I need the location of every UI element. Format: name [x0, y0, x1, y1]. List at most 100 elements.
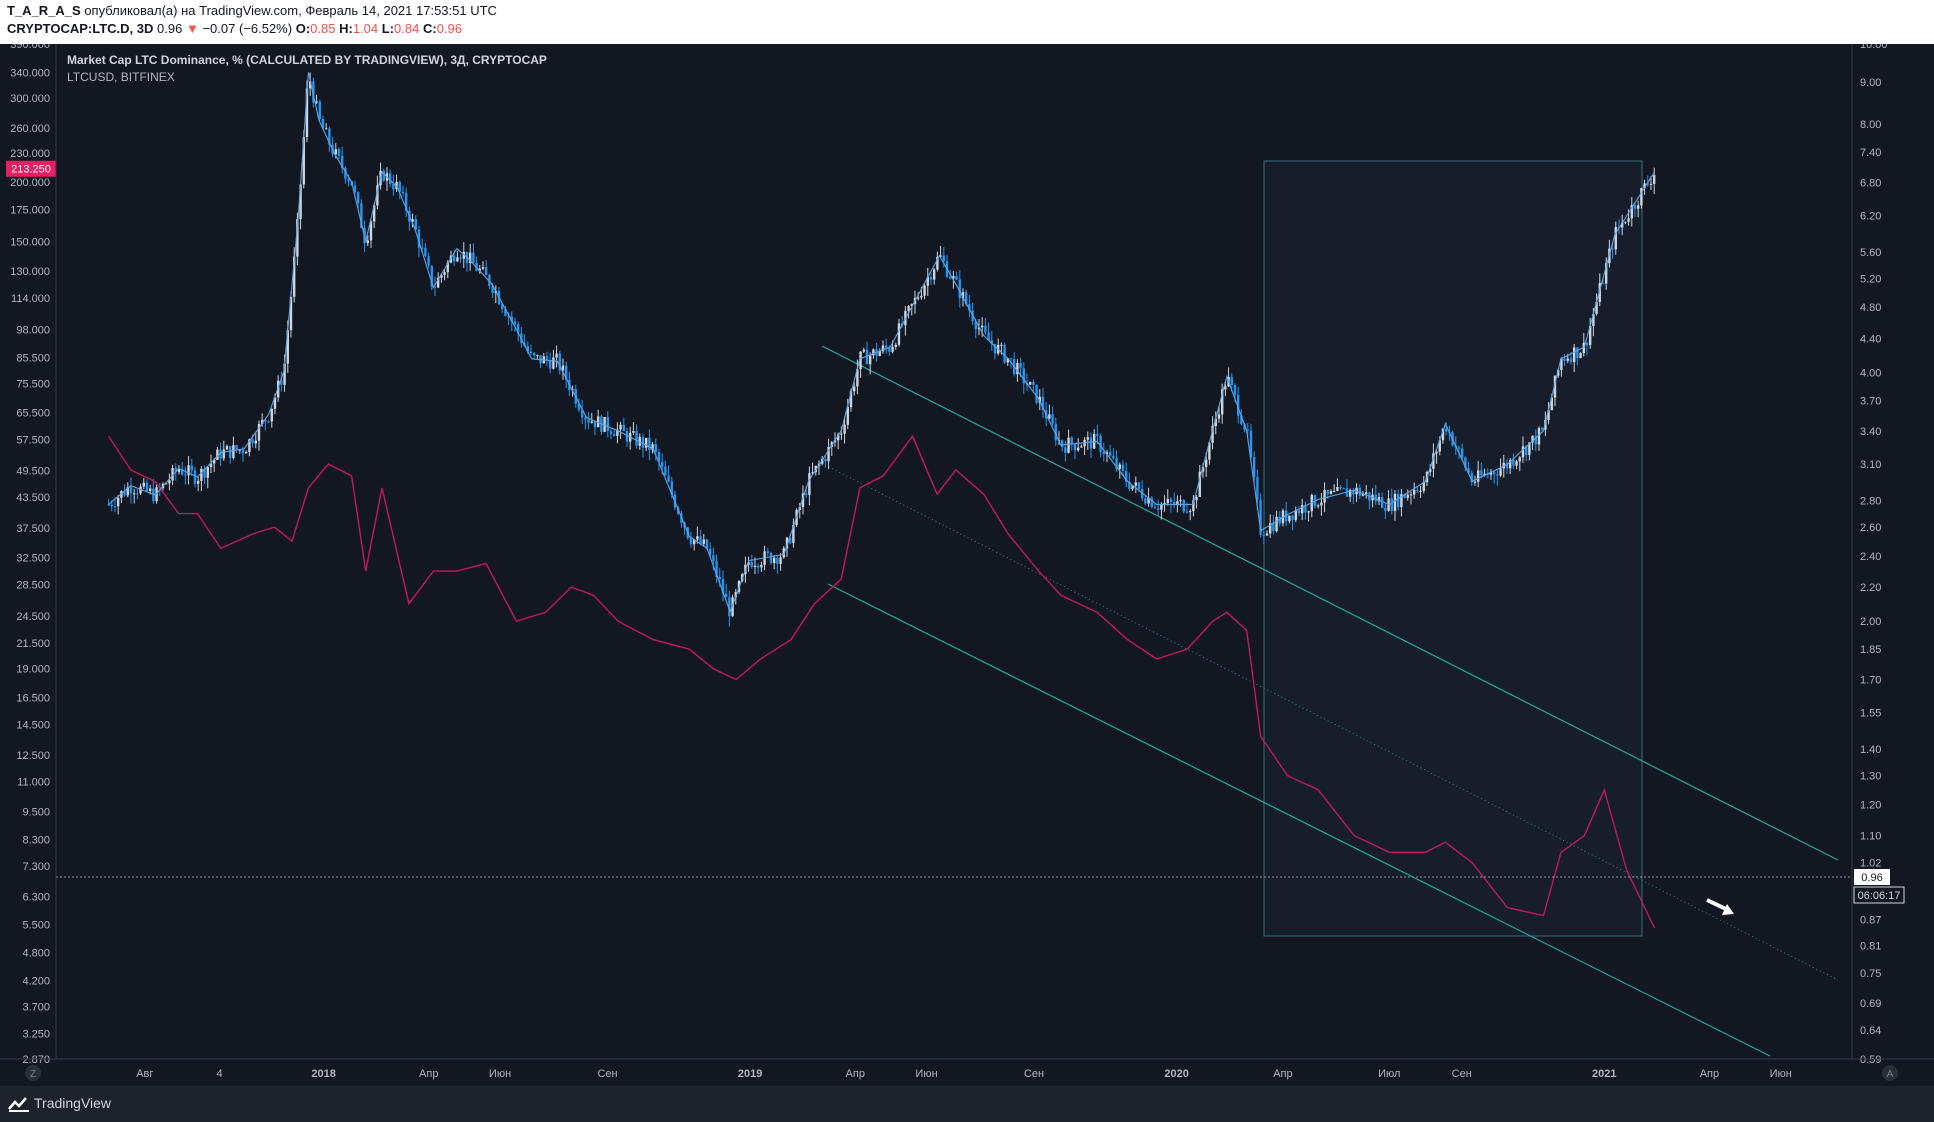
candle-body: [1630, 205, 1633, 219]
right-price-axis[interactable]: 10.00 9.00 8.00 7.40 6.80 6.20 5.60 5.20 4.80 4.4…: [1860, 44, 1888, 1066]
candle-body: [1444, 428, 1448, 432]
candle-body: [500, 304, 504, 310]
candle-body: [302, 137, 305, 185]
candle-body: [1051, 414, 1054, 424]
candle-body: [1595, 301, 1598, 314]
candle-body: [888, 347, 891, 352]
right-axis-tick-label: 0.64: [1860, 1025, 1881, 1037]
candle-body: [977, 327, 981, 330]
candle-body: [667, 475, 670, 482]
candle-body: [392, 183, 395, 190]
legend-dominance[interactable]: Market Cap LTC Dominance, % (CALCULATED …: [67, 53, 547, 67]
candle-body: [459, 257, 462, 259]
candle-body: [347, 178, 350, 182]
chart-footer: TradingView: [0, 1086, 1934, 1122]
candle-body: [1550, 397, 1553, 411]
open-value: 0.85: [310, 21, 336, 36]
left-axis-tick-label: 200.000: [10, 177, 50, 189]
candle-body: [891, 346, 894, 352]
candle-body: [609, 431, 613, 435]
candle-body: [129, 487, 133, 494]
right-axis-tick-label: 5.60: [1860, 247, 1881, 259]
candle-body: [1307, 511, 1310, 513]
candle-body: [955, 276, 958, 280]
candle-body: [1358, 487, 1361, 496]
candle-body: [939, 255, 942, 257]
range-box: [1263, 160, 1643, 937]
candle-body: [193, 470, 197, 484]
candle-body: [808, 472, 811, 495]
candle-body: [1572, 347, 1576, 363]
candle-body: [484, 267, 488, 275]
tradingview-brand[interactable]: TradingView: [34, 1095, 112, 1111]
candle-body: [1252, 457, 1256, 478]
auto-scale-button[interactable]: [1882, 1065, 1898, 1081]
candle-body: [107, 504, 110, 506]
candle-body: [1352, 489, 1355, 495]
candle-body: [414, 219, 417, 230]
candle-body: [1604, 263, 1608, 284]
candle-body: [843, 424, 846, 434]
candle-body: [984, 325, 987, 333]
candle-body: [238, 449, 241, 451]
candle-body: [177, 469, 181, 472]
left-axis-tick-label: 37.500: [16, 523, 50, 535]
low-value: 0.84: [394, 21, 420, 36]
candle-body: [974, 321, 977, 330]
candle-body: [142, 482, 145, 487]
time-axis-label: Сен: [597, 1068, 617, 1080]
candle-body: [1060, 440, 1064, 448]
change-arrow-icon: ▼: [185, 21, 199, 36]
candle-body: [1038, 396, 1041, 403]
chart-canvas[interactable]: 390.000 340.000 300.000 260.000 230.000 200.0…: [0, 44, 1934, 1086]
candle-body: [1243, 424, 1246, 430]
time-axis-label: Апр: [1273, 1068, 1292, 1080]
right-axis-tick-label: 6.80: [1860, 177, 1881, 189]
left-axis-tick-label: 6.300: [22, 892, 50, 904]
legend-ltcusd[interactable]: LTCUSD, BITFINEX: [67, 70, 175, 84]
author-name[interactable]: T_A_R_A_S: [7, 3, 81, 18]
ltcusd-price-line: [108, 72, 1656, 614]
candle-body: [235, 445, 238, 451]
candle-body: [708, 548, 712, 555]
candle-body: [1019, 362, 1022, 369]
down-right-arrow-icon[interactable]: [1706, 898, 1734, 915]
left-axis-tick-label: 300.000: [10, 93, 50, 105]
candle-body: [747, 562, 750, 565]
left-axis-tick-label: 14.500: [16, 719, 50, 731]
tradingview-logo-icon[interactable]: [8, 1094, 30, 1114]
candle-body: [548, 360, 552, 369]
time-axis-label: Июл: [1378, 1068, 1400, 1080]
candle-body: [312, 81, 315, 103]
candle-body: [116, 497, 120, 507]
candle-body: [1268, 523, 1272, 534]
candle-body: [382, 170, 385, 181]
candle-body: [1099, 435, 1102, 452]
candle-body: [859, 351, 862, 370]
candle-body: [356, 192, 360, 204]
candle-body: [1000, 344, 1003, 346]
candle-body: [1521, 446, 1525, 458]
left-axis-tick-label: 230.000: [10, 148, 50, 160]
left-price-axis[interactable]: 390.000 340.000 300.000 260.000 230.000 200.0…: [10, 44, 50, 1066]
candle-body: [152, 488, 155, 502]
symbol-name[interactable]: CRYPTOCAP:LTC.D, 3D: [7, 21, 154, 36]
candle-body: [1470, 473, 1473, 483]
candle-body: [427, 256, 430, 266]
time-axis[interactable]: Авг 4 2018 Апр Июн Сен 2019 Апр Июн Сен 2020 Апр Июл…: [25, 1065, 1898, 1081]
right-axis-tick-label: 1.40: [1860, 744, 1881, 756]
candle-body: [840, 433, 843, 435]
candle-body: [244, 451, 248, 454]
candle-body: [1422, 482, 1425, 491]
candle-body: [1537, 428, 1541, 445]
candle-body: [660, 461, 664, 467]
candle-body: [1505, 462, 1509, 469]
zoom-button[interactable]: [25, 1065, 41, 1081]
candle-body: [241, 449, 245, 454]
candle-body: [1329, 491, 1333, 494]
candle-body: [641, 437, 645, 448]
candle-body: [388, 173, 392, 184]
candle-body: [420, 247, 424, 249]
candle-body: [1080, 446, 1083, 448]
candle-body: [1035, 384, 1038, 403]
